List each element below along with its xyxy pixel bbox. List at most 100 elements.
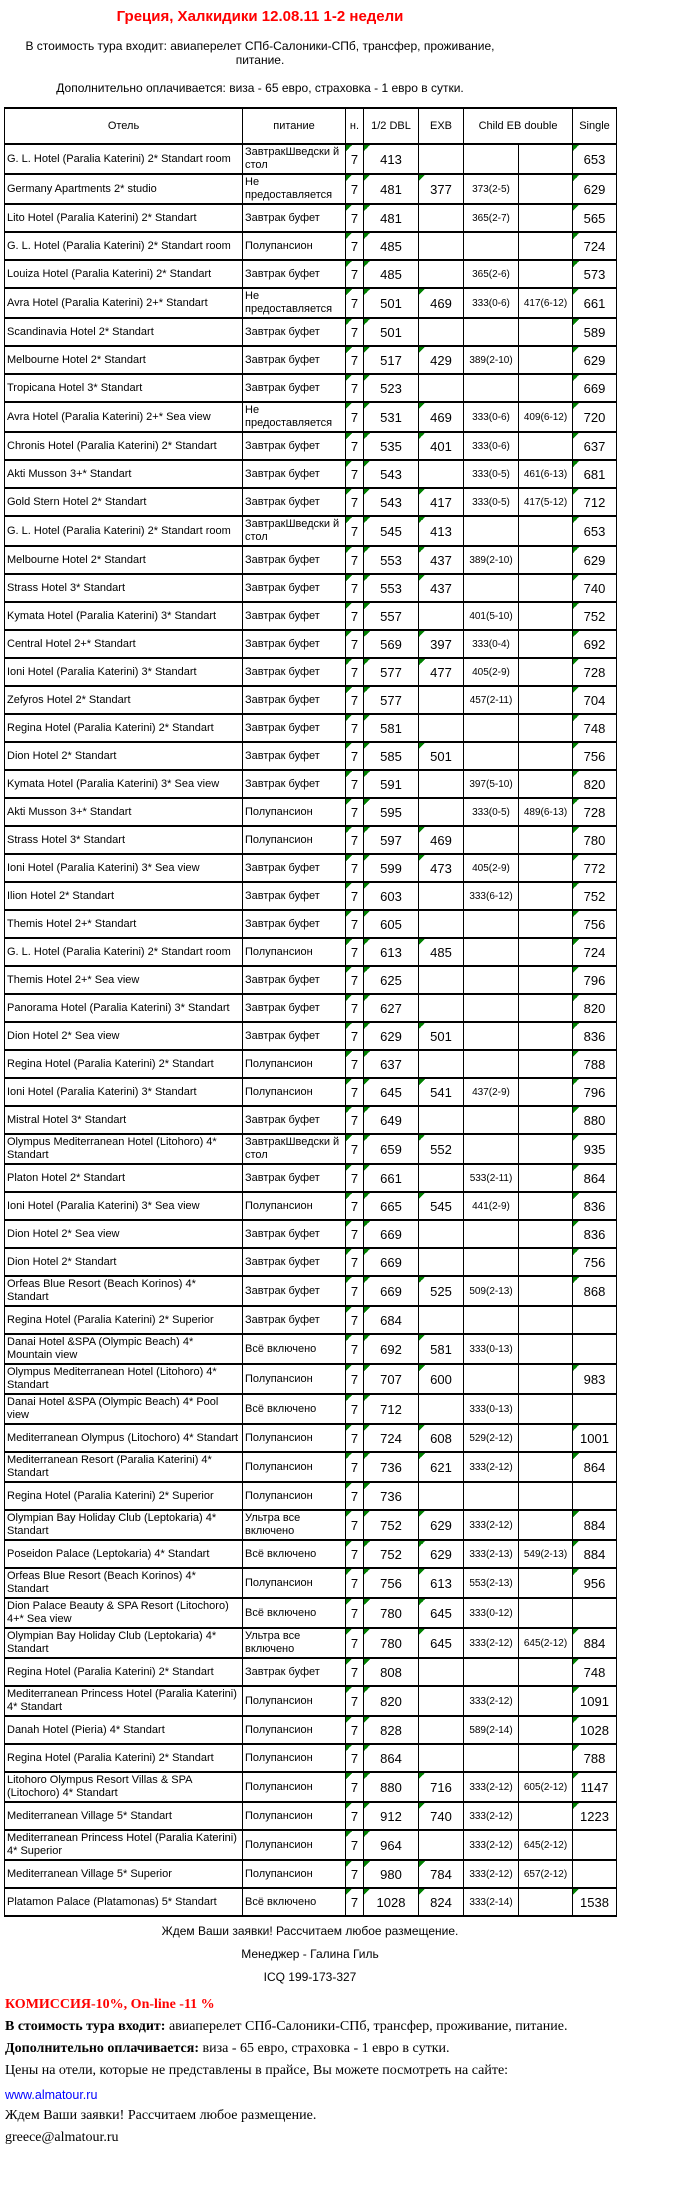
cell-child2 <box>517 1191 574 1221</box>
cell-nights: 7 <box>345 1597 364 1629</box>
cell-nights: 7 <box>345 1423 364 1453</box>
cell-value: 7 <box>350 1254 359 1270</box>
cell-value: ЗавтракШведски й стол <box>245 146 340 171</box>
comment-marker-icon <box>364 856 370 861</box>
surcharge-label: Дополнительно оплачивается: <box>5 2041 200 2056</box>
col-header-single: Single <box>572 107 618 145</box>
cell-child1 <box>463 1021 519 1051</box>
comment-marker-icon <box>346 1108 352 1113</box>
cell-child2 <box>517 515 574 547</box>
comment-marker-icon <box>346 490 352 495</box>
cell-single: 712 <box>572 487 618 517</box>
cell-value: Strass Hotel 3* Standart <box>7 833 126 846</box>
cell-meal: Завтрак буфет <box>242 741 346 771</box>
cell-dbl: 543 <box>363 459 419 489</box>
cell-nights: 7 <box>345 1539 364 1569</box>
cell-dbl: 577 <box>363 657 419 687</box>
comment-marker-icon <box>364 518 370 523</box>
comment-marker-icon <box>364 660 370 665</box>
comment-marker-icon <box>346 376 352 381</box>
cell-value: 417(5-12) <box>523 496 568 508</box>
cell-dbl: 1028 <box>363 1887 419 1917</box>
cell-value: 7 <box>350 636 359 652</box>
cell-nights: 7 <box>345 825 364 855</box>
cell-value: 333(0-13) <box>469 1343 513 1355</box>
cell-child1 <box>463 317 519 347</box>
cell-dbl: 535 <box>363 431 419 461</box>
cell-child1: 333(2-13) <box>463 1539 519 1569</box>
cell-child1 <box>463 373 519 403</box>
cell-meal: Завтрак буфет <box>242 965 346 995</box>
cell-dbl: 661 <box>363 1163 419 1193</box>
comment-marker-icon <box>346 1630 352 1635</box>
cell-child2: 461(6-13) <box>517 459 574 489</box>
cell-value: 7 <box>350 776 359 792</box>
cell-nights: 7 <box>345 769 364 799</box>
cell-nights: 7 <box>345 1105 364 1135</box>
cell-child1: 365(2-7) <box>463 203 519 233</box>
table-row: G. L. Hotel (Paralia Katerini) 2* Standa… <box>4 515 618 547</box>
cell-value: 585 <box>380 748 402 764</box>
price-table: Отель питание н. 1/2 DBL EXB Child EB do… <box>4 107 618 1917</box>
cell-dbl: 637 <box>363 1049 419 1079</box>
cell-child2 <box>517 1423 574 1453</box>
cell-hotel: Regina Hotel (Paralia Katerini) 2* Stand… <box>4 1657 243 1687</box>
cell-value: Panorama Hotel (Paralia Katerini) 3* Sta… <box>7 1001 230 1014</box>
cell-value: 7 <box>350 1170 359 1186</box>
cell-dbl: 752 <box>363 1539 419 1569</box>
comment-marker-icon <box>573 1194 580 1199</box>
cell-nights: 7 <box>345 741 364 771</box>
comment-marker-icon <box>346 632 352 637</box>
cell-dbl: 692 <box>363 1333 419 1365</box>
cell-value: Chronis Hotel (Paralia Katerini) 2* Stan… <box>7 439 217 452</box>
cell-single: 629 <box>572 345 618 375</box>
table-row: Platon Hotel 2* Standart Завтрак буфет 7 66… <box>4 1163 618 1193</box>
cell-value: Mediterranean Resort (Paralia Katerini) … <box>7 1454 212 1479</box>
cell-value: Всё включено <box>245 1547 317 1560</box>
table-row: Chronis Hotel (Paralia Katerini) 2* Stan… <box>4 431 618 461</box>
cell-dbl: 485 <box>363 231 419 261</box>
cell-value: 780 <box>380 1605 402 1621</box>
cell-child1: 333(0-4) <box>463 629 519 659</box>
cell-value: Полупансион <box>245 1460 313 1473</box>
cell-value: 577 <box>380 664 402 680</box>
cell-value: 397 <box>430 636 452 652</box>
cell-single: 724 <box>572 937 618 967</box>
comment-marker-icon <box>346 1570 352 1575</box>
comment-marker-icon <box>573 1746 580 1751</box>
comment-marker-icon <box>364 1890 370 1895</box>
table-row: Regina Hotel (Paralia Katerini) 2* Stand… <box>4 1049 618 1079</box>
comment-marker-icon <box>364 1336 370 1341</box>
cell-meal: Всё включено <box>242 1393 346 1425</box>
comment-marker-icon <box>364 1222 370 1227</box>
cell-value: Olympian Bay Holiday Club (Leptokaria) 4… <box>7 1630 217 1655</box>
table-row: Olympus Mediterranean Hotel (Litohoro) 4… <box>4 1363 618 1395</box>
comment-marker-icon <box>364 744 370 749</box>
cell-value: Regina Hotel (Paralia Katerini) 2* Stand… <box>7 1751 214 1764</box>
cell-meal: Полупансион <box>242 1685 346 1717</box>
comment-marker-icon <box>573 1454 580 1459</box>
cell-hotel: Strass Hotel 3* Standart <box>4 573 243 603</box>
cell-single: 692 <box>572 629 618 659</box>
cell-dbl: 481 <box>363 173 419 205</box>
cell-child2: 645(2-12) <box>517 1627 574 1659</box>
cell-value: 501 <box>380 295 402 311</box>
site-link[interactable]: www.almatour.ru <box>5 2088 98 2102</box>
cell-single: 752 <box>572 601 618 631</box>
cell-exb <box>418 1685 464 1717</box>
cell-single: 565 <box>572 203 618 233</box>
cell-dbl: 413 <box>363 143 419 175</box>
cell-meal: Завтрак буфет <box>242 881 346 911</box>
comment-marker-icon <box>364 1804 370 1809</box>
cell-meal: Завтрак буфет <box>242 1021 346 1051</box>
cell-child1: 333(2-12) <box>463 1801 519 1831</box>
cell-value: 868 <box>583 1283 606 1299</box>
cell-value: 481 <box>380 210 402 226</box>
cell-value: 629 <box>430 1546 452 1562</box>
cell-nights: 7 <box>345 1191 364 1221</box>
cell-exb: 429 <box>418 345 464 375</box>
surcharge-line: Дополнительно оплачивается: виза - 65 ев… <box>56 81 464 95</box>
comment-marker-icon <box>419 290 425 295</box>
cell-single: 669 <box>572 373 618 403</box>
cell-value: 481 <box>380 181 402 197</box>
